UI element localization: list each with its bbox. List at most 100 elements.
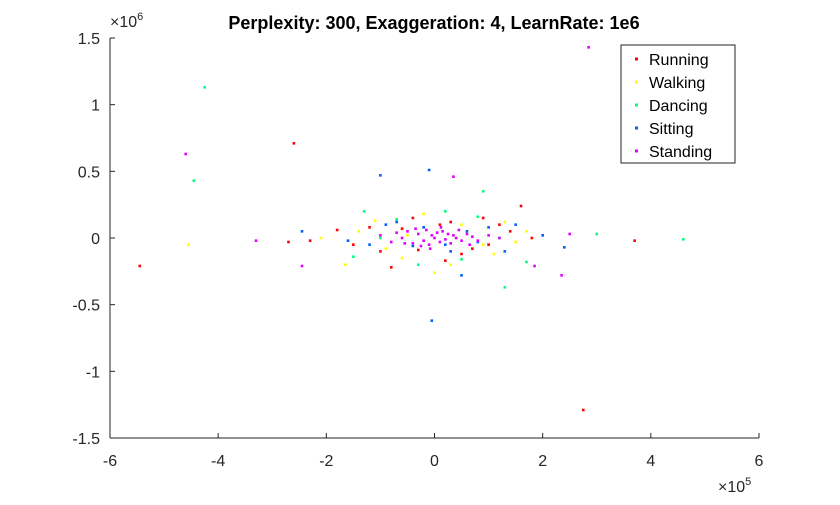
data-point <box>187 243 190 246</box>
data-point <box>184 152 188 156</box>
data-point <box>441 230 444 233</box>
data-point <box>581 408 585 412</box>
data-point <box>403 242 407 245</box>
data-point <box>503 286 507 289</box>
data-point <box>406 230 409 233</box>
data-point <box>319 236 323 240</box>
data-point <box>471 235 474 238</box>
y-tick-label: 1 <box>91 98 100 115</box>
data-point <box>438 240 442 244</box>
x-multiplier-base: ×10 <box>718 479 745 496</box>
data-point <box>498 236 501 240</box>
data-point <box>519 204 523 208</box>
data-point <box>433 271 436 274</box>
data-point <box>525 230 528 233</box>
data-point <box>379 236 382 240</box>
x-tick-label: -2 <box>319 453 333 470</box>
data-point <box>476 215 480 218</box>
data-point <box>389 240 393 244</box>
data-point <box>416 232 420 236</box>
data-point <box>460 239 463 242</box>
data-point <box>481 243 485 246</box>
legend-label: Sitting <box>649 121 693 138</box>
y-tick-label: 0.5 <box>78 164 100 181</box>
y-tick-label: -1.5 <box>72 431 100 448</box>
data-point <box>384 223 388 226</box>
legend-marker <box>635 126 638 130</box>
data-point <box>460 258 463 261</box>
data-point <box>487 243 490 246</box>
chart-title: Perplexity: 300, Exaggeration: 4, LearnR… <box>228 13 639 33</box>
legend-box <box>620 44 736 164</box>
data-point <box>435 231 439 234</box>
series-running <box>138 142 636 412</box>
data-point <box>454 236 458 240</box>
y-tick-label: -1 <box>86 364 100 381</box>
data-point <box>352 243 355 246</box>
data-point <box>533 264 536 268</box>
series-standing <box>184 46 590 277</box>
x-ticks: -6 -4 -2 0 2 4 6 <box>103 433 764 470</box>
data-point <box>368 226 371 229</box>
data-point <box>292 142 296 145</box>
legend-label: Dancing <box>649 98 708 115</box>
data-point <box>471 247 474 250</box>
x-tick-label: -6 <box>103 453 117 470</box>
data-point <box>587 46 590 49</box>
data-point <box>468 243 471 246</box>
plot-area <box>138 46 685 412</box>
legend-label: Walking <box>649 75 705 92</box>
data-point <box>373 219 377 222</box>
data-point <box>428 247 432 250</box>
data-point <box>444 238 447 241</box>
x-tick-label: 0 <box>430 453 439 470</box>
data-point <box>203 86 206 89</box>
data-point <box>138 264 142 268</box>
data-point <box>514 223 517 226</box>
data-point <box>362 210 366 213</box>
data-point <box>568 232 572 236</box>
data-point <box>449 263 453 266</box>
data-point <box>430 234 434 237</box>
y-tick-label: 0 <box>91 231 100 248</box>
data-point <box>498 223 501 226</box>
legend-marker <box>635 149 638 153</box>
data-point <box>503 220 507 224</box>
data-point <box>395 218 398 221</box>
data-point <box>481 216 485 220</box>
data-point <box>465 232 469 236</box>
data-point <box>514 240 517 244</box>
data-point <box>525 260 528 264</box>
data-point <box>439 226 443 229</box>
data-point <box>343 263 347 266</box>
data-point <box>300 230 304 233</box>
data-point <box>416 248 420 252</box>
data-point <box>427 168 431 172</box>
data-point <box>346 239 350 242</box>
data-point <box>460 274 463 277</box>
data-point <box>449 250 453 253</box>
series-sitting <box>300 168 566 322</box>
data-point <box>422 226 425 229</box>
data-point <box>400 227 404 230</box>
data-point <box>492 252 496 256</box>
data-point <box>389 266 393 269</box>
data-point <box>487 234 490 237</box>
legend-marker <box>635 103 638 107</box>
data-point <box>422 239 425 242</box>
data-point <box>335 228 339 232</box>
y-tick-label: 1.5 <box>78 31 100 48</box>
data-point <box>444 243 447 246</box>
data-point <box>414 227 417 230</box>
data-point <box>411 216 415 220</box>
y-tick-label: -0.5 <box>72 298 100 315</box>
data-point <box>444 259 447 262</box>
data-point <box>476 239 480 242</box>
data-point <box>395 231 398 234</box>
y-multiplier-exponent: 6 <box>137 11 143 23</box>
x-tick-label: 2 <box>538 453 547 470</box>
legend-label: Running <box>649 52 709 69</box>
data-point <box>503 250 507 253</box>
data-point <box>460 223 463 226</box>
